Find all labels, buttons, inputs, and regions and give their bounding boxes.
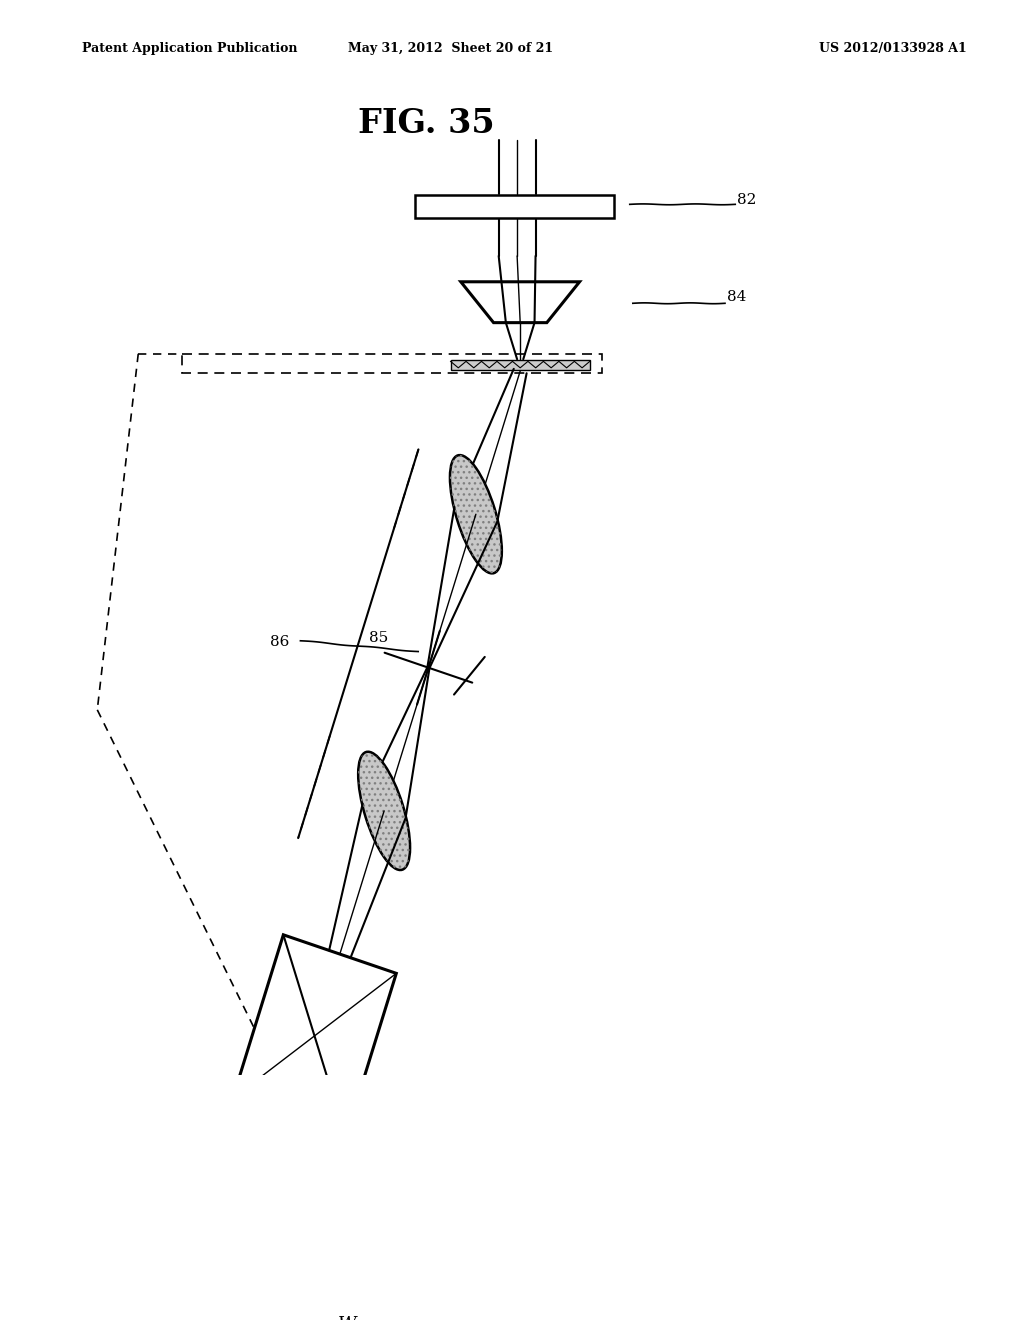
Text: US 2012/0133928 A1: US 2012/0133928 A1 bbox=[819, 42, 967, 55]
Ellipse shape bbox=[358, 751, 410, 870]
Text: 86: 86 bbox=[269, 635, 289, 649]
Text: 82: 82 bbox=[737, 193, 757, 207]
Polygon shape bbox=[164, 1236, 317, 1312]
Text: 84: 84 bbox=[727, 290, 746, 304]
Polygon shape bbox=[461, 281, 580, 322]
Bar bbox=[451, 360, 590, 370]
Text: W: W bbox=[338, 1316, 356, 1320]
Bar bbox=[415, 194, 614, 218]
Text: May 31, 2012  Sheet 20 of 21: May 31, 2012 Sheet 20 of 21 bbox=[348, 42, 553, 55]
Text: Patent Application Publication: Patent Application Publication bbox=[82, 42, 297, 55]
Text: FIG. 35: FIG. 35 bbox=[358, 107, 495, 140]
Ellipse shape bbox=[450, 455, 502, 573]
Polygon shape bbox=[232, 935, 396, 1137]
Text: 85: 85 bbox=[369, 631, 388, 645]
